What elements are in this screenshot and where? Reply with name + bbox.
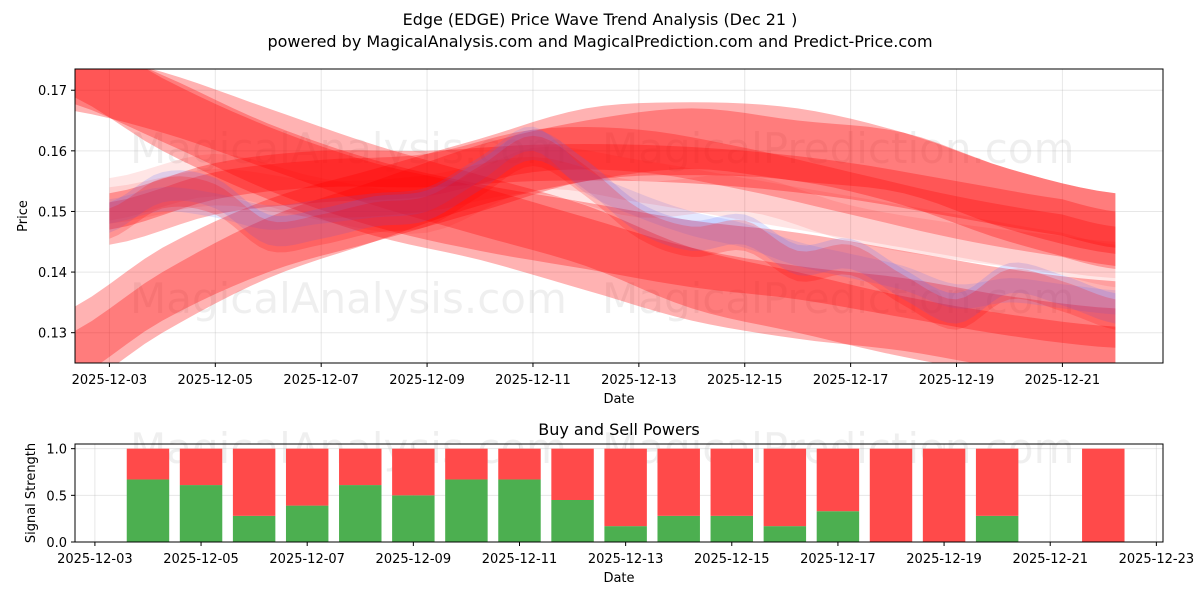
buy-bar (179, 485, 223, 542)
price-x-tick-label: 2025-12-19 (919, 373, 995, 388)
signal-x-tick-label: 2025-12-09 (376, 552, 452, 567)
buy-bar (816, 511, 860, 542)
sell-bar (551, 448, 594, 500)
price-y-tick-label: 0.14 (38, 266, 67, 281)
sell-bar (657, 448, 700, 516)
sell-bar (339, 448, 382, 486)
price-wave-band-4 (75, 102, 1116, 363)
price-wave-band-10 (109, 126, 1116, 315)
signal-x-tick-label: 2025-12-11 (482, 552, 558, 567)
sell-bar (498, 448, 541, 480)
watermark-analysis-mid: MagicalAnalysis.com (130, 274, 567, 323)
sell-bar (445, 448, 488, 480)
price-x-label: Date (603, 392, 634, 407)
sell-bar (179, 448, 223, 486)
signal-x-tick-label: 2025-12-07 (269, 552, 345, 567)
signal-x-tick-label: 2025-12-23 (1119, 552, 1195, 567)
signal-x-tick-label: 2025-12-21 (1012, 552, 1088, 567)
signal-title: Buy and Sell Powers (538, 420, 700, 439)
price-wave-band-11 (109, 135, 1116, 330)
buy-bar (339, 485, 382, 542)
price-x-axis: 2025-12-03 2025-12-05 2025-12-07 2025-12-09… (72, 363, 1101, 388)
buy-bar (232, 515, 276, 542)
watermark-prediction-top: MagicalPrediction.com (602, 124, 1075, 173)
sell-bar (392, 448, 435, 496)
price-grid (75, 69, 1163, 363)
buy-bar (126, 479, 170, 542)
buy-bar (498, 479, 541, 542)
watermark-analysis-top: MagicalAnalysis.com (130, 124, 567, 173)
buy-bar (763, 526, 807, 542)
chart-subtitle: powered by MagicalAnalysis.com and Magic… (267, 32, 932, 51)
sell-bar (975, 448, 1019, 516)
price-waves (75, 69, 1116, 363)
signal-y-tick-label: 1.0 (46, 443, 67, 458)
price-x-tick-label: 2025-12-09 (389, 373, 465, 388)
buy-bar (657, 515, 700, 542)
price-x-tick-label: 2025-12-03 (72, 373, 148, 388)
watermark-prediction-mid: MagicalPrediction.com (602, 274, 1075, 323)
price-x-tick-label: 2025-12-13 (601, 373, 677, 388)
price-x-tick-label: 2025-12-15 (707, 373, 783, 388)
sell-bar (285, 448, 329, 506)
chart-title: Edge (EDGE) Price Wave Trend Analysis (D… (403, 10, 798, 29)
signal-axes-frame (74, 443, 1164, 543)
price-wave-band-12 (109, 156, 1116, 279)
sell-bar (763, 448, 807, 527)
signal-x-tick-label: 2025-12-13 (588, 552, 664, 567)
buy-bar (710, 515, 754, 542)
price-x-tick-label: 2025-12-21 (1025, 373, 1101, 388)
price-wave-band-8 (109, 146, 1116, 288)
signal-x-label: Date (603, 571, 634, 586)
signal-y-tick-label: 0.0 (46, 536, 67, 551)
sell-bar (1082, 448, 1125, 542)
signal-x-axis: 2025-12-03 2025-12-05 2025-12-07 2025-12-09… (57, 542, 1194, 567)
sell-bar (816, 448, 860, 512)
signal-x-tick-label: 2025-12-19 (906, 552, 982, 567)
price-y-label: Price (16, 200, 31, 232)
sell-bar (869, 448, 913, 542)
price-x-tick-label: 2025-12-05 (178, 373, 254, 388)
price-wave-band-3 (75, 69, 1116, 363)
signal-y-tick-label: 0.5 (46, 489, 67, 504)
price-wave-band-9 (109, 129, 1116, 324)
signal-y-axis: 0.0 0.5 1.0 (46, 443, 75, 551)
price-wave-band-2 (75, 69, 1116, 363)
signal-y-label: Signal Strength (24, 443, 39, 543)
price-y-tick-label: 0.16 (38, 145, 67, 160)
buy-bar (445, 479, 488, 542)
price-wave-band-7 (109, 127, 1116, 269)
buy-bar (551, 500, 594, 542)
sell-bar (126, 448, 170, 480)
signal-x-tick-label: 2025-12-03 (57, 552, 133, 567)
signal-x-tick-label: 2025-12-05 (163, 552, 239, 567)
sell-bar (710, 448, 754, 516)
price-wave-band-6 (109, 144, 1116, 248)
price-y-tick-label: 0.15 (38, 205, 67, 220)
price-wave-band-5 (75, 108, 1116, 363)
price-y-tick-label: 0.17 (38, 84, 67, 99)
price-wave-band-1 (75, 69, 1116, 348)
buy-bar (285, 505, 329, 542)
price-y-tick-label: 0.13 (38, 327, 67, 342)
buy-bar (975, 515, 1019, 542)
signal-x-tick-label: 2025-12-15 (694, 552, 770, 567)
price-x-tick-label: 2025-12-11 (495, 373, 571, 388)
signal-bars (126, 448, 1125, 542)
buy-bar (604, 526, 647, 542)
price-y-axis: 0.13 0.14 0.15 0.16 0.17 (38, 84, 75, 342)
price-x-tick-label: 2025-12-17 (813, 373, 889, 388)
signal-x-tick-label: 2025-12-17 (800, 552, 876, 567)
sell-bar (922, 448, 966, 542)
sell-bar (604, 448, 647, 527)
price-axes-frame (74, 68, 1164, 364)
buy-bar (392, 495, 435, 542)
price-x-tick-label: 2025-12-07 (283, 373, 359, 388)
sell-bar (232, 448, 276, 516)
